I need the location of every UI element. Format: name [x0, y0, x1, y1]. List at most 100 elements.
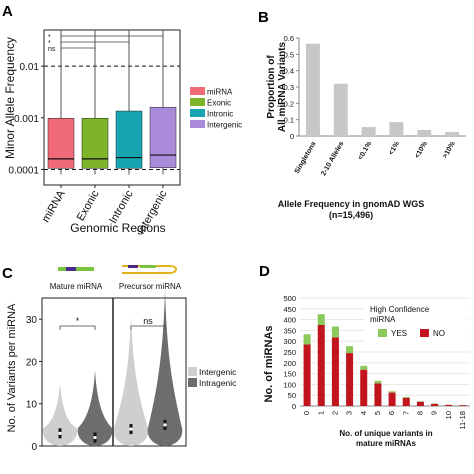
precursor-mirna-mature-icon: [140, 265, 156, 268]
panel-c-y-tick-label-2: 20: [26, 357, 38, 368]
panel-d-x-tick-label-4: 4: [359, 411, 368, 415]
panel-c-group-label-precursor: Precursor miRNA: [119, 282, 182, 291]
panel-c-legend-label-1: Intragenic: [199, 378, 237, 388]
panel-b-y-tick-label-1: 0.1: [284, 116, 294, 125]
panel-d-y-tick-label-5: 250: [283, 348, 296, 357]
panel-a-significance-bracket-1: [60, 41, 130, 45]
panel-d-bar-yes-1: [317, 314, 325, 325]
panel-d-x-tick-label-1: 1: [316, 411, 325, 415]
panel-b-x-tick-label-4: <10%: [414, 140, 429, 160]
panel-d-legend-label-yes: YES: [391, 329, 407, 338]
panel-b-y-tick-label-0: 0: [290, 132, 294, 141]
panel-b-bar-3: [389, 122, 404, 136]
panel-d-x-tick-label-5: 5: [373, 411, 382, 415]
panel-b-bar-2: [361, 127, 376, 136]
panel-c-violin-0: [42, 382, 78, 446]
panel-label-a: A: [2, 3, 13, 20]
panel-b-y-tick-label-5: 0.5: [284, 50, 294, 59]
panel-d-y-tick-label-4: 200: [283, 359, 296, 368]
panel-d-x-tick-label-8: 8: [415, 411, 424, 415]
panel-d-y-tick-label-0: 0: [292, 402, 296, 411]
panel-d-bar-yes-0: [303, 334, 311, 345]
panel-c-violin-median-0: [58, 431, 62, 435]
panel-d-y-tick-label-10: 500: [283, 294, 296, 303]
panel-c-legend-swatch-1: [188, 378, 197, 387]
panel-d-bar-no-6: [388, 392, 396, 406]
precursor-mirna-hairpin-icon: [122, 265, 178, 274]
panel-a-significance-bracket-2: [60, 47, 96, 51]
panel-a-legend-swatch-2: [190, 109, 205, 117]
panel-d-bar-no-3: [346, 353, 354, 406]
panel-b-x-tick-label-1: 2-10 Alleles: [320, 140, 345, 177]
panel-a-box-3: [149, 106, 177, 168]
panel-c-significance-bracket-0: [59, 325, 96, 330]
panel-c-violin-median-1: [93, 435, 97, 440]
panel-d-legend-title-line-2: miRNA: [370, 315, 396, 324]
panel-c-y-axis-label: No. of Variants per miRNA: [6, 303, 18, 432]
panel-d-bar-no-2: [331, 337, 339, 406]
panel-b-bar-5: [445, 131, 460, 136]
panel-d-bar-yes-5: [374, 380, 382, 384]
panel-c-y-tick-label-3: 30: [26, 315, 38, 326]
panel-d-x-tick-label-10: 10: [444, 411, 453, 419]
panel-d-bar-no-9: [431, 403, 439, 406]
panel-d-y-axis-label: No. of miRNAs: [263, 326, 275, 403]
panel-a-y-axis-label: Minor Allele Frequency: [3, 37, 17, 159]
panel-d-bar-no-0: [303, 344, 311, 406]
panel-a-x-tick-label-0: miRNA: [40, 188, 68, 225]
panel-b-bar-4: [417, 129, 432, 136]
panel-c-violin-plot: No. of Variants per miRNA Mature miRNA Pr…: [6, 265, 237, 453]
panel-b-x-tick-label-3: <1%: [388, 140, 402, 156]
panel-b-y-tick-label-3: 0.3: [284, 83, 294, 92]
panel-a-y-tick-label-2: 0.01: [20, 62, 40, 73]
panel-d-y-tick-label-7: 350: [283, 326, 296, 335]
panel-d-bar-no-11: [459, 405, 467, 406]
panel-b-bar-0: [305, 43, 320, 136]
panel-a-y-tick-label-0: 0.0001: [8, 165, 39, 176]
panel-d-x-tick-label-2: 2: [330, 411, 339, 415]
panel-b-x-axis-label: Allele Frequency in gnomAD WGS: [278, 199, 425, 209]
panel-d-x-tick-label-7: 7: [401, 411, 410, 415]
panel-a-boxplot: Minor Allele Frequency Genomic Regions 0…: [3, 29, 242, 236]
panel-b-y-tick-label-4: 0.4: [284, 67, 294, 76]
panel-d-x-axis-label: No. of unique variants in mature miRNAs: [339, 429, 432, 448]
panel-d-bar-yes-3: [346, 346, 354, 354]
panel-d-legend-title: High Confidence miRNA: [370, 305, 430, 324]
panel-label-b: B: [258, 9, 269, 26]
panel-c-violin-2: [113, 314, 149, 446]
panel-d-legend-title-line-1: High Confidence: [370, 305, 430, 314]
panel-a-box-1: [81, 117, 109, 169]
panel-d-bar-no-1: [317, 325, 325, 406]
panel-d-bar-no-5: [374, 383, 382, 406]
panel-d-x-tick-label-0: 0: [302, 411, 311, 415]
panel-d-bar-no-7: [402, 397, 410, 406]
panel-b-y-axis-label-line-2: All miRNA Variants: [277, 41, 288, 132]
panel-d-y-tick-label-9: 450: [283, 305, 296, 314]
panel-d-bar-no-4: [360, 369, 368, 406]
panel-b-sample-size: (n=15,496): [329, 210, 373, 220]
panel-b-y-axis-label-wrap: Proportion ofAll miRNA Variants: [266, 41, 288, 132]
panel-a-x-axis-label: Genomic Regions: [70, 221, 165, 235]
panel-c-violin-3: [147, 289, 183, 446]
panel-a-plot-frame: [43, 29, 181, 186]
panel-a-legend-label-3: Intergenic: [207, 121, 242, 130]
panel-b-x-tick-label-2: <0.1%: [357, 140, 373, 162]
panel-d-bar-no-8: [416, 401, 424, 406]
precursor-mirna-seed-icon: [128, 265, 138, 268]
panel-d-x-axis-label-line-1: No. of unique variants in: [339, 429, 432, 438]
panel-c-significance-label-0: *: [76, 316, 80, 326]
panel-a-significance-bracket-0: [60, 35, 164, 39]
panel-d-x-tick-label-3: 3: [345, 411, 354, 415]
panel-a-legend-label-1: Exonic: [207, 99, 231, 108]
panel-d-legend-swatch-no: [420, 329, 429, 337]
panel-b-y-axis-label-line-1: Proportion of: [266, 55, 277, 119]
panel-c-violin-1: [77, 369, 113, 446]
panel-d-y-tick-label-3: 150: [283, 370, 296, 379]
panel-a-y-tick-label-1: 0.001: [14, 114, 39, 125]
panel-d-bar-yes-2: [331, 326, 339, 338]
panel-a-x-tick-label-1: Exonic: [75, 188, 102, 223]
panel-d-bar-yes-6: [388, 391, 396, 393]
panel-d-x-axis-label-line-2: mature miRNAs: [356, 439, 417, 448]
panel-d-legend-label-no: NO: [433, 329, 445, 338]
